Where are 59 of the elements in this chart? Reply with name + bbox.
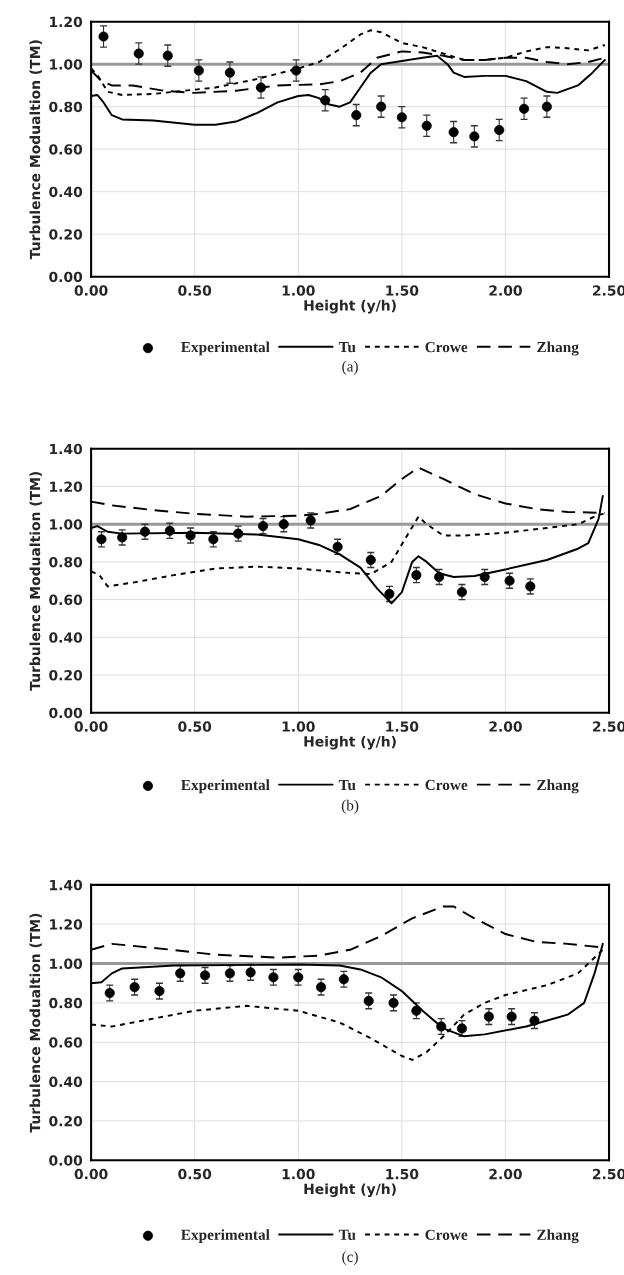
legend-label: Crowe <box>425 779 468 791</box>
y-tick-label: 1.20 <box>50 16 83 28</box>
legend-label: Zhang <box>537 779 579 794</box>
x-tick-label: 1.50 <box>386 1168 419 1180</box>
x-tick-label: 1.00 <box>282 1168 315 1180</box>
x-tick-label: 2.00 <box>489 1168 522 1180</box>
y-axis-title: Turbulence Modualtion (TM) <box>29 913 42 1133</box>
x-tick-label: 0.50 <box>178 285 212 296</box>
x-tick-label: 0.00 <box>74 285 108 296</box>
y-tick-label: 0.20 <box>49 1115 83 1127</box>
legend-label: Zhang <box>537 1229 579 1244</box>
x-tick-label: 2.00 <box>489 285 522 296</box>
y-tick-label: 0.60 <box>49 1037 83 1048</box>
y-tick-label: 1.20 <box>50 481 83 492</box>
legend-label: Experimental <box>181 341 270 356</box>
y-tick-label: 0.00 <box>49 271 83 283</box>
x-axis-title: Height (y/h) <box>304 735 396 750</box>
x-tick-label: 0.50 <box>178 721 212 732</box>
legend-label: Crowe <box>425 342 468 353</box>
x-tick-label: 0.50 <box>178 1168 212 1180</box>
legend-label: Crowe <box>425 1229 468 1240</box>
y-axis-title: Turbulence Modualtion (TM) <box>29 471 42 691</box>
legend-label: Experimental <box>181 1229 270 1244</box>
x-axis-title: Height (y/h) <box>304 299 396 314</box>
y-tick-label: 0.20 <box>49 669 83 681</box>
x-tick-label: 1.00 <box>282 285 315 296</box>
y-tick-label: 0.00 <box>49 1155 83 1166</box>
x-tick-label: 1.50 <box>386 285 419 296</box>
legend-label: Experimental <box>181 779 270 794</box>
legend-label: Tu <box>338 1229 356 1240</box>
x-axis-title: Height (y/h) <box>304 1183 396 1197</box>
text: (b) <box>341 799 359 814</box>
y-tick-label: 1.20 <box>50 919 83 930</box>
y-tick-label: 0.20 <box>49 229 83 240</box>
y-tick-label: 0.40 <box>49 1076 83 1088</box>
y-tick-label: 0.80 <box>49 997 83 1009</box>
x-tick-label: 0.00 <box>74 721 108 732</box>
text: (a) <box>342 360 358 375</box>
y-tick-label: 1.00 <box>50 958 83 970</box>
text: (c) <box>342 1251 358 1265</box>
y-tick-label: 1.00 <box>50 519 83 530</box>
x-tick-label: 1.50 <box>386 721 419 732</box>
y-tick-label: 0.40 <box>49 632 83 643</box>
y-tick-label: 1.40 <box>50 443 83 455</box>
y-tick-label: 0.40 <box>49 186 83 198</box>
x-tick-label: 0.00 <box>74 1168 108 1180</box>
legend-label: Tu <box>338 342 356 353</box>
y-tick-label: 1.40 <box>50 879 83 891</box>
y-axis-title: Turbulence Modualtion (TM) <box>29 40 42 260</box>
y-tick-label: 0.60 <box>49 144 83 155</box>
y-tick-label: 0.60 <box>49 594 83 606</box>
legend-label: Zhang <box>537 341 579 356</box>
y-tick-label: 1.00 <box>50 59 83 70</box>
x-tick-label: 1.00 <box>282 721 315 732</box>
y-tick-label: 0.80 <box>49 556 83 568</box>
legend-label: Tu <box>338 779 356 791</box>
y-tick-label: 0.00 <box>49 707 83 719</box>
y-tick-label: 0.80 <box>49 101 83 113</box>
x-tick-label: 2.00 <box>489 721 522 732</box>
